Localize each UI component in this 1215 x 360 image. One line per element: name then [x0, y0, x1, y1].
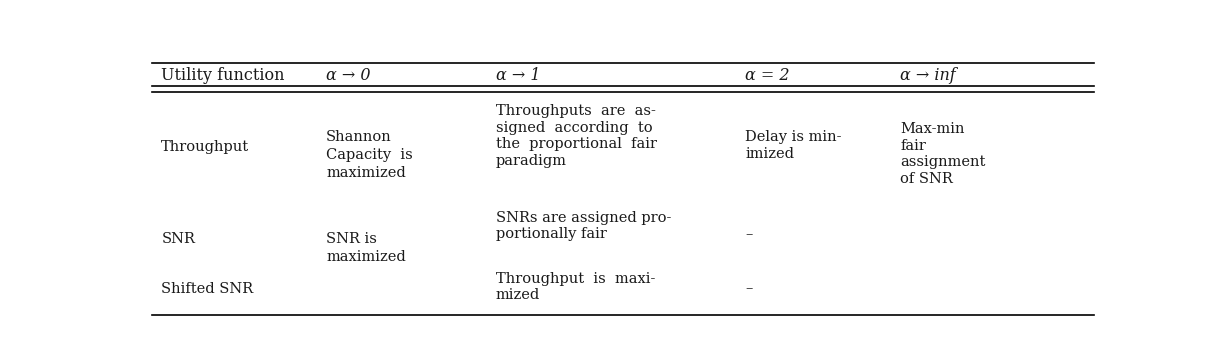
Text: fair: fair	[900, 139, 926, 153]
Text: Delay is min-: Delay is min-	[745, 130, 842, 144]
Text: α → inf: α → inf	[900, 67, 956, 84]
Text: α → 0: α → 0	[326, 67, 371, 84]
Text: of SNR: of SNR	[900, 172, 954, 186]
Text: Shifted SNR: Shifted SNR	[162, 282, 254, 296]
Text: imized: imized	[745, 147, 795, 161]
Text: paradigm: paradigm	[496, 154, 566, 168]
Text: signed  according  to: signed according to	[496, 121, 652, 135]
Text: Throughputs  are  as-: Throughputs are as-	[496, 104, 655, 118]
Text: SNRs are assigned pro-: SNRs are assigned pro-	[496, 211, 671, 225]
Text: α → 1: α → 1	[496, 67, 541, 84]
Text: Throughput: Throughput	[162, 140, 249, 154]
Text: Capacity  is: Capacity is	[326, 148, 413, 162]
Text: maximized: maximized	[326, 249, 406, 264]
Text: Utility function: Utility function	[162, 67, 284, 84]
Text: α = 2: α = 2	[745, 67, 790, 84]
Text: maximized: maximized	[326, 166, 406, 180]
Text: SNR is: SNR is	[326, 231, 377, 246]
Text: mized: mized	[496, 288, 539, 302]
Text: assignment: assignment	[900, 156, 985, 170]
Text: portionally fair: portionally fair	[496, 228, 606, 242]
Text: –: –	[745, 228, 752, 242]
Text: the  proportional  fair: the proportional fair	[496, 138, 656, 151]
Text: Throughput  is  maxi-: Throughput is maxi-	[496, 272, 655, 286]
Text: SNR: SNR	[162, 231, 196, 246]
Text: Max-min: Max-min	[900, 122, 965, 136]
Text: –: –	[745, 282, 752, 296]
Text: Shannon: Shannon	[326, 130, 391, 144]
